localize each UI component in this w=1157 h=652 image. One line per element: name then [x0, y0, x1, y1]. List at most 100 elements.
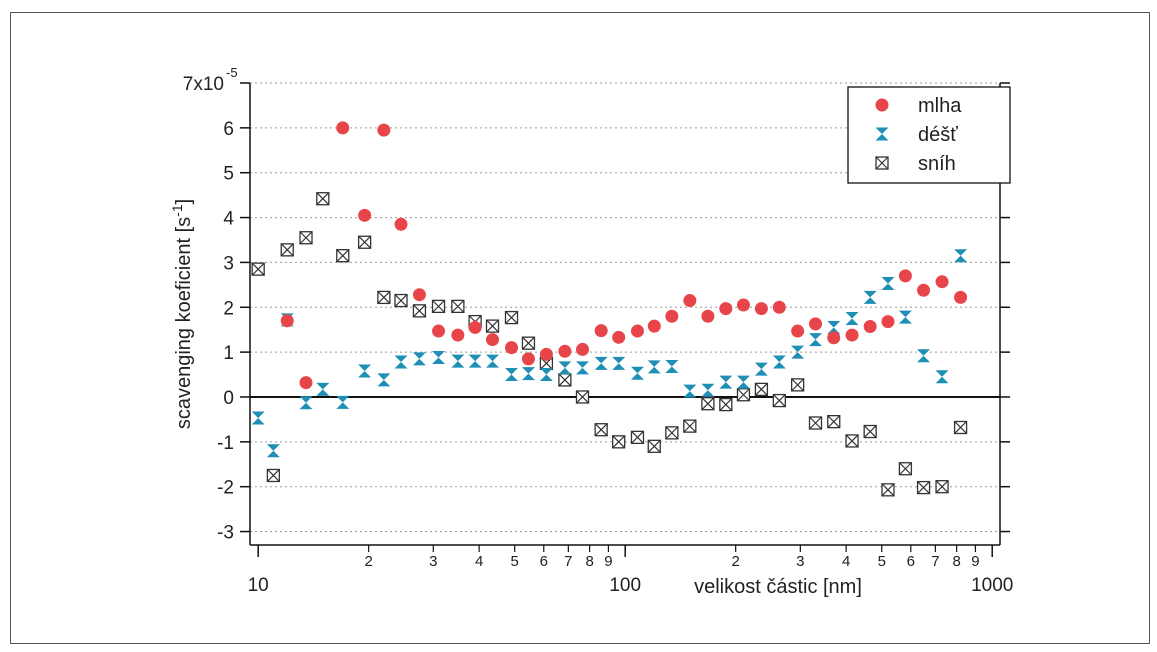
- point-boxed-x: [612, 435, 626, 449]
- point-boxed-x: [754, 382, 769, 397]
- x-minor-tick-label: 3: [796, 553, 804, 570]
- point-boxed-x: [377, 290, 391, 305]
- point-boxed-x: [808, 416, 823, 430]
- point-circle: [612, 330, 626, 344]
- point-boxed-x: [935, 480, 949, 494]
- y-multiplier-exponent: -5: [226, 65, 238, 80]
- point-boxed-x: [266, 468, 281, 483]
- point-hourglass: [394, 355, 408, 369]
- x-minor-tick-label: 7: [931, 553, 939, 570]
- point-circle: [736, 298, 750, 312]
- point-hourglass: [935, 370, 949, 384]
- point-boxed-x: [863, 424, 877, 439]
- point-boxed-x: [504, 310, 519, 325]
- point-circle: [358, 208, 372, 222]
- point-hourglass: [917, 349, 931, 363]
- y-tick-label: 4: [223, 209, 234, 230]
- point-hourglass: [863, 290, 877, 304]
- point-circle: [412, 288, 426, 302]
- point-circle: [432, 324, 446, 338]
- point-circle: [683, 294, 697, 308]
- point-hourglass: [468, 354, 482, 368]
- point-circle: [630, 324, 644, 338]
- point-boxed-x: [431, 299, 446, 314]
- x-minor-tick-label: 4: [475, 553, 483, 570]
- point-hourglass: [358, 364, 372, 378]
- point-boxed-x: [357, 235, 372, 249]
- marks-layer: [251, 121, 968, 497]
- legend-marker-circle: [875, 98, 889, 112]
- point-circle: [558, 344, 572, 358]
- point-hourglass: [898, 310, 912, 324]
- point-hourglass: [486, 354, 500, 368]
- point-circle: [394, 217, 408, 231]
- point-circle: [954, 290, 968, 304]
- y-tick-label: 1: [223, 343, 234, 364]
- x-minor-tick-label: 7: [564, 553, 572, 570]
- point-circle: [280, 314, 294, 328]
- point-circle: [863, 320, 877, 334]
- y-axis-title: scavenging koeficient [s-1]: [169, 199, 195, 429]
- y-tick-label: 5: [223, 164, 234, 185]
- point-boxed-x: [299, 231, 313, 245]
- point-hourglass: [701, 383, 715, 397]
- point-circle: [881, 315, 895, 329]
- point-circle: [486, 333, 500, 347]
- legend-marker-hourglass: [875, 127, 889, 141]
- y-tick-label: 6: [223, 119, 234, 140]
- point-boxed-x: [827, 415, 841, 429]
- y-tick-label: -1: [217, 433, 234, 454]
- x-major-tick-label: 10: [248, 575, 269, 596]
- point-hourglass: [827, 320, 841, 334]
- point-boxed-x: [898, 462, 913, 476]
- y-tick-label: -2: [217, 478, 234, 499]
- point-hourglass: [665, 359, 679, 373]
- point-boxed-x: [336, 249, 350, 263]
- legend-label: mlha: [918, 95, 962, 117]
- point-hourglass: [558, 361, 572, 375]
- x-minor-tick-label: 3: [429, 553, 437, 570]
- point-boxed-x: [647, 439, 661, 453]
- point-boxed-x: [953, 420, 968, 435]
- point-hourglass: [539, 368, 553, 382]
- legend-box: [847, 86, 1011, 184]
- point-hourglass: [809, 333, 823, 347]
- point-boxed-x: [881, 483, 895, 497]
- point-circle: [665, 309, 679, 323]
- point-hourglass: [576, 361, 590, 375]
- x-minor-tick-label: 9: [604, 553, 612, 570]
- point-hourglass: [299, 396, 313, 410]
- point-hourglass: [630, 366, 644, 380]
- point-hourglass: [432, 351, 446, 365]
- x-major-tick-label: 1000: [971, 575, 1013, 596]
- point-boxed-x: [845, 434, 859, 448]
- point-boxed-x: [521, 336, 536, 350]
- y-tick-label: 2: [223, 298, 234, 319]
- point-boxed-x: [485, 319, 500, 333]
- point-hourglass: [754, 362, 768, 376]
- point-circle: [827, 331, 841, 345]
- point-hourglass: [845, 311, 859, 325]
- point-hourglass: [412, 352, 426, 366]
- x-minor-tick-label: 2: [732, 553, 740, 570]
- x-minor-tick-label: 9: [971, 553, 979, 570]
- point-hourglass: [772, 355, 786, 369]
- point-circle: [299, 376, 313, 390]
- point-hourglass: [504, 368, 518, 382]
- point-circle: [772, 300, 786, 314]
- point-boxed-x: [316, 192, 330, 206]
- point-circle: [754, 302, 768, 316]
- y-tick-label: 3: [223, 253, 234, 274]
- point-boxed-x: [916, 480, 931, 495]
- x-minor-tick-label: 8: [585, 553, 593, 570]
- point-boxed-x: [665, 426, 679, 440]
- point-boxed-x: [575, 390, 590, 404]
- point-circle: [468, 320, 482, 334]
- point-boxed-x: [701, 397, 715, 411]
- point-circle: [377, 123, 391, 137]
- x-minor-tick-label: 5: [878, 553, 886, 570]
- point-boxed-x: [594, 423, 608, 437]
- point-circle: [594, 324, 608, 338]
- point-circle: [576, 342, 590, 356]
